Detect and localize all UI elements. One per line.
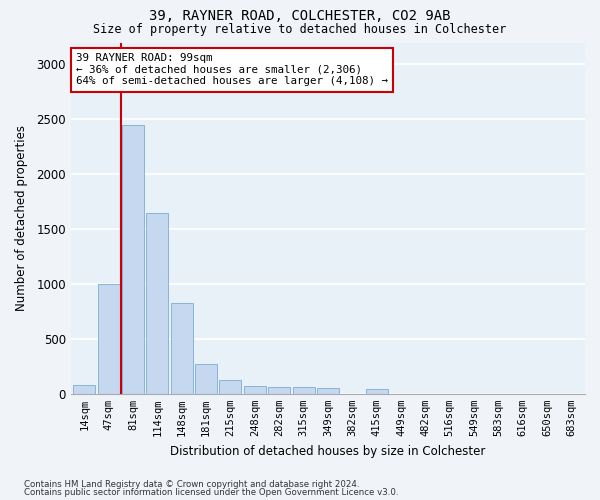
Text: Size of property relative to detached houses in Colchester: Size of property relative to detached ho… [94,22,506,36]
Bar [146,212,168,394]
Y-axis label: Number of detached properties: Number of detached properties [15,125,28,311]
Bar [195,364,217,394]
Text: Contains HM Land Registry data © Crown copyright and database right 2024.: Contains HM Land Registry data © Crown c… [24,480,359,489]
Text: 39, RAYNER ROAD, COLCHESTER, CO2 9AB: 39, RAYNER ROAD, COLCHESTER, CO2 9AB [149,9,451,23]
X-axis label: Distribution of detached houses by size in Colchester: Distribution of detached houses by size … [170,444,485,458]
Bar [268,387,290,394]
Bar [244,386,266,394]
Bar [171,302,193,394]
Text: 39 RAYNER ROAD: 99sqm
← 36% of detached houses are smaller (2,306)
64% of semi-d: 39 RAYNER ROAD: 99sqm ← 36% of detached … [76,53,388,86]
Bar [317,388,339,394]
Text: Contains public sector information licensed under the Open Government Licence v3: Contains public sector information licen… [24,488,398,497]
Bar [220,380,241,394]
Bar [98,284,119,394]
Bar [122,125,144,394]
Bar [293,387,314,394]
Bar [73,385,95,394]
Bar [365,390,388,394]
